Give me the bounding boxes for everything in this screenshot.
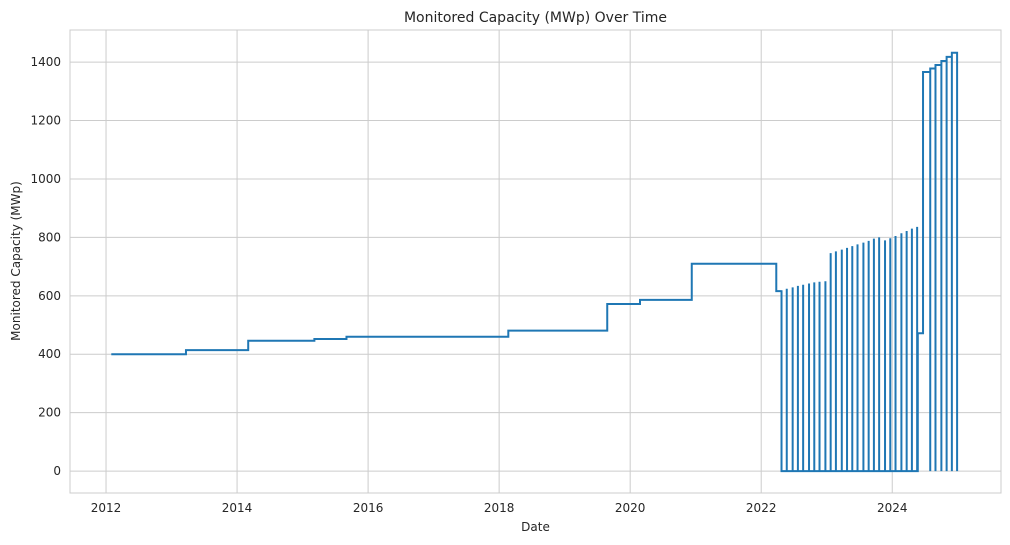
x-tick-labels: 2012 2014 2016 2018 2020 2022 2024 <box>91 501 908 515</box>
x-tick-label: 2020 <box>615 501 646 515</box>
x-axis-label: Date <box>521 520 550 534</box>
y-tick-labels: 0 200 400 600 800 1000 1200 1400 <box>30 55 61 478</box>
y-tick-label: 1000 <box>30 172 61 186</box>
x-tick-label: 2014 <box>222 501 253 515</box>
grid-lines <box>70 30 1001 493</box>
y-tick-label: 800 <box>38 230 61 244</box>
x-tick-label: 2018 <box>484 501 515 515</box>
plot-area <box>69 29 1002 494</box>
x-tick-label: 2022 <box>746 501 777 515</box>
series-group <box>111 51 959 473</box>
y-tick-label: 400 <box>38 347 61 361</box>
y-tick-label: 1200 <box>30 114 61 128</box>
y-tick-label: 1400 <box>30 55 61 69</box>
series-line-0 <box>111 51 959 473</box>
x-tick-label: 2016 <box>353 501 384 515</box>
chart-title: Monitored Capacity (MWp) Over Time <box>404 10 667 26</box>
x-tick-label: 2024 <box>877 501 908 515</box>
y-axis-label: Monitored Capacity (MWp) <box>9 181 23 341</box>
y-tick-label: 0 <box>53 464 61 478</box>
y-tick-label: 600 <box>38 289 61 303</box>
x-tick-label: 2012 <box>91 501 122 515</box>
y-tick-label: 200 <box>38 406 61 420</box>
